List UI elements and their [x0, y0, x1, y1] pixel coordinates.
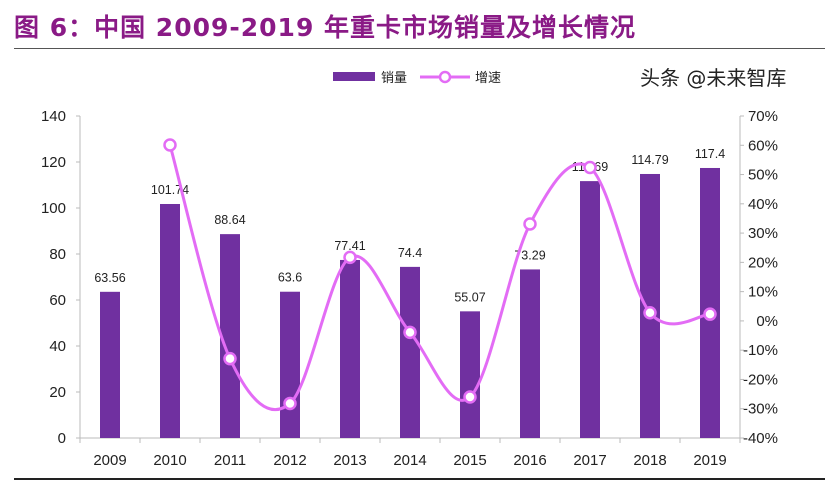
left-tick-label: 0: [58, 430, 66, 447]
bar-data-label: 63.56: [94, 271, 125, 285]
growth-point-2015: [463, 390, 477, 404]
growth-point-2013: [343, 250, 357, 265]
title-divider: [14, 48, 825, 49]
bar-data-label: 77.41: [334, 239, 365, 253]
bar-data-label: 117.4: [695, 147, 725, 161]
left-tick-label: 80: [49, 246, 66, 263]
bar-2011: [220, 234, 240, 438]
bar-2019: [700, 167, 720, 439]
x-tick-label: 2016: [513, 452, 546, 469]
bar-2016: [520, 269, 540, 438]
x-tick-label: 2010: [153, 452, 186, 469]
x-tick-label: 2013: [333, 452, 366, 469]
bar-2009: [100, 291, 120, 438]
right-tick-label: 70%: [748, 108, 778, 125]
bar-data-label: 74.4: [398, 246, 422, 260]
right-tick-label: 20%: [748, 254, 778, 271]
legend-line-marker: [438, 70, 452, 84]
left-tick-label: 20: [49, 384, 66, 401]
x-tick-label: 2014: [393, 452, 426, 469]
growth-point-2012: [283, 396, 297, 411]
x-tick-label: 2018: [633, 452, 666, 469]
left-tick-label: 60: [49, 292, 66, 309]
legend-line-label: 增速: [475, 70, 501, 85]
bar-2013: [340, 259, 360, 438]
right-tick-label: 10%: [748, 284, 778, 301]
bar-2017: [580, 181, 600, 438]
growth-line: [168, 144, 711, 412]
left-tick-label: 140: [41, 108, 66, 125]
left-tick-label: 120: [41, 154, 66, 171]
right-tick-label: -40%: [743, 430, 778, 447]
growth-point-2011: [223, 351, 237, 366]
right-tick-label: 60%: [748, 137, 778, 154]
bar-data-label: 55.07: [454, 290, 485, 304]
chart-title: 图 6：中国 2009-2019 年重卡市场销量及增长情况: [14, 13, 637, 42]
growth-point-2019: [703, 307, 717, 321]
right-tick-label: -20%: [743, 371, 778, 388]
x-tick-label: 2015: [453, 452, 486, 469]
bar-data-label: 63.6: [278, 271, 302, 285]
bar-2012: [280, 291, 300, 438]
right-tick-label: 40%: [748, 196, 778, 213]
right-tick-label: 30%: [748, 225, 778, 242]
left-tick-label: 40: [49, 338, 66, 355]
bar-data-label: 114.79: [631, 153, 668, 167]
bar-data-label: 88.64: [214, 213, 245, 227]
x-tick-label: 2011: [214, 452, 246, 469]
right-tick-label: 0%: [756, 313, 778, 330]
bar-data-label: 73.29: [514, 248, 545, 262]
bar-2015: [460, 311, 480, 438]
growth-point-2018: [643, 305, 657, 320]
left-tick-label: 100: [41, 200, 66, 217]
growth-point-2010: [163, 138, 177, 152]
bar-2010: [160, 203, 180, 438]
x-tick-label: 2009: [93, 452, 126, 469]
bar-2014: [400, 266, 420, 438]
x-tick-label: 2019: [693, 452, 726, 469]
watermark: 头条 @未来智库: [640, 66, 787, 90]
bottom-divider: [14, 478, 825, 480]
growth-point-2016: [523, 217, 537, 231]
growth-point-2014: [403, 325, 417, 340]
x-tick-label: 2017: [573, 452, 606, 469]
growth-point-2017: [583, 160, 597, 175]
legend-bar-swatch: [333, 72, 375, 81]
x-tick-label: 2012: [273, 452, 306, 469]
right-tick-label: -10%: [743, 342, 778, 359]
right-tick-label: 50%: [748, 167, 778, 184]
legend-bar-label: 销量: [381, 70, 407, 85]
right-tick-label: -30%: [743, 401, 778, 418]
